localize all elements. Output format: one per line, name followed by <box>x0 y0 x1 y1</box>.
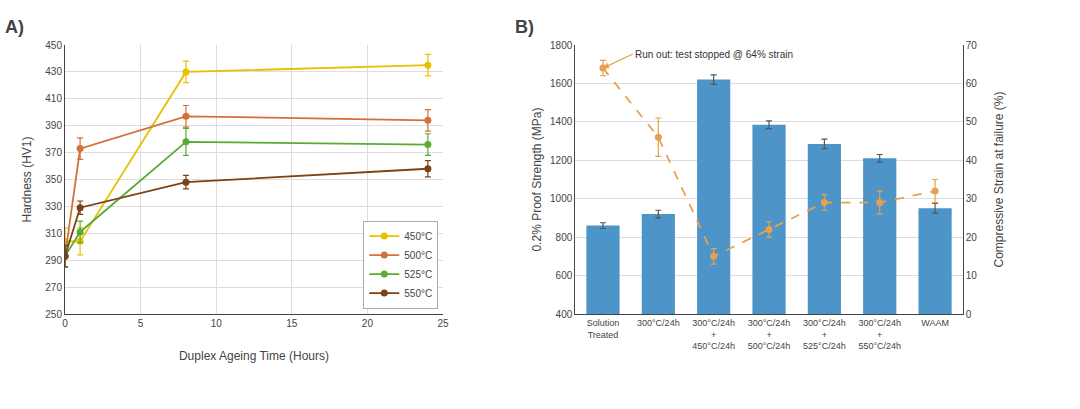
svg-text:400: 400 <box>556 309 573 320</box>
svg-text:390: 390 <box>45 120 62 131</box>
svg-text:15: 15 <box>286 318 298 329</box>
svg-text:20: 20 <box>362 318 374 329</box>
svg-text:370: 370 <box>45 147 62 158</box>
svg-text:10: 10 <box>211 318 223 329</box>
svg-text:450: 450 <box>45 40 62 51</box>
svg-text:310: 310 <box>45 228 62 239</box>
svg-text:40: 40 <box>966 155 978 166</box>
svg-text:300°C/24h+500°C/24h: 300°C/24h+500°C/24h <box>748 318 791 351</box>
svg-text:270: 270 <box>45 282 62 293</box>
svg-text:WAAM: WAAM <box>921 318 949 328</box>
svg-text:5: 5 <box>138 318 144 329</box>
svg-text:350: 350 <box>45 174 62 185</box>
svg-text:1000: 1000 <box>550 193 573 204</box>
svg-text:1800: 1800 <box>550 40 573 51</box>
svg-text:A): A) <box>5 17 24 37</box>
svg-text:550°C: 550°C <box>404 288 432 299</box>
svg-text:50: 50 <box>966 116 978 127</box>
svg-text:410: 410 <box>45 93 62 104</box>
svg-text:300°C/24h+550°C/24h: 300°C/24h+550°C/24h <box>858 318 901 351</box>
svg-text:30: 30 <box>966 193 978 204</box>
svg-text:250: 250 <box>45 309 62 320</box>
svg-text:SolutionTreated: SolutionTreated <box>587 318 620 340</box>
svg-text:Run out: test stopped @ 64% st: Run out: test stopped @ 64% strain <box>635 49 793 60</box>
svg-text:330: 330 <box>45 201 62 212</box>
svg-text:300°C/24h+525°C/24h: 300°C/24h+525°C/24h <box>803 318 846 351</box>
svg-text:25: 25 <box>437 318 449 329</box>
svg-text:290: 290 <box>45 255 62 266</box>
svg-text:1400: 1400 <box>550 116 573 127</box>
svg-text:800: 800 <box>556 232 573 243</box>
svg-text:60: 60 <box>966 78 978 89</box>
svg-text:600: 600 <box>556 270 573 281</box>
svg-text:Compressive Strain at failure: Compressive Strain at failure (%) <box>992 91 1006 267</box>
svg-text:430: 430 <box>45 66 62 77</box>
svg-text:Duplex Ageing Time (Hours): Duplex Ageing Time (Hours) <box>179 349 329 363</box>
svg-text:525°C: 525°C <box>404 269 432 280</box>
svg-text:1200: 1200 <box>550 155 573 166</box>
svg-text:Hardness (HV1): Hardness (HV1) <box>20 136 34 222</box>
svg-text:0.2% Proof Strength (MPa): 0.2% Proof Strength (MPa) <box>530 107 544 251</box>
svg-text:B): B) <box>515 17 534 37</box>
svg-text:500°C: 500°C <box>404 250 432 261</box>
svg-text:70: 70 <box>966 40 978 51</box>
svg-text:20: 20 <box>966 232 978 243</box>
svg-text:0: 0 <box>62 318 68 329</box>
svg-text:300°C/24h+450°C/24h: 300°C/24h+450°C/24h <box>692 318 735 351</box>
svg-text:0: 0 <box>966 309 972 320</box>
svg-text:450°C: 450°C <box>404 231 432 242</box>
svg-text:1600: 1600 <box>550 78 573 89</box>
svg-text:10: 10 <box>966 270 978 281</box>
svg-text:300°C/24h: 300°C/24h <box>637 318 680 328</box>
